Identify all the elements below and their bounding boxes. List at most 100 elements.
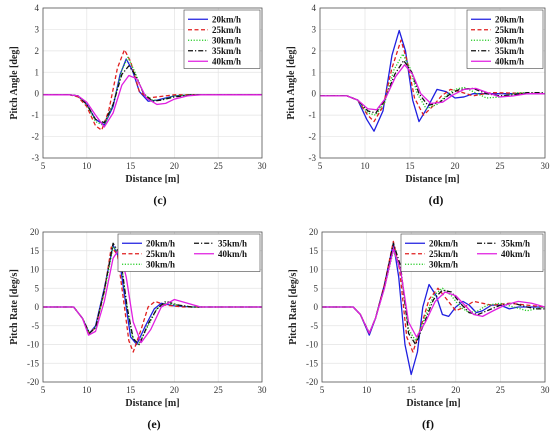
chart-panel-f: 5 10 15 20 25 30 -20 -15 -10 -5 0 5 10 15 20 Distance [… — [288, 227, 550, 431]
panel-label: (f) — [422, 417, 434, 431]
legend-box — [400, 233, 544, 272]
panel-label: (d) — [429, 193, 444, 207]
x-tick-label: 25 — [496, 161, 506, 171]
legend-entry: 30km/h — [212, 35, 241, 45]
legend-entry: 20km/h — [212, 14, 241, 24]
y-axis-label: Pitch Rate [deg/s] — [288, 269, 299, 345]
x-tick-label: 25 — [496, 385, 506, 395]
legend-entry: 25km/h — [212, 25, 241, 35]
x-tick-label: 5 — [318, 161, 323, 171]
y-tick-label: -5 — [311, 321, 319, 331]
y-axis-label: Pitch Angle [deg] — [286, 46, 297, 119]
y-tick-label: 4 — [312, 3, 317, 13]
legend-entry: 20km/h — [146, 238, 175, 248]
y-tick-label: -20 — [27, 377, 39, 387]
x-tick-label: 20 — [451, 385, 461, 395]
y-tick-label: 15 — [309, 246, 319, 256]
legend-box — [117, 233, 261, 272]
y-tick-label: 0 — [314, 302, 319, 312]
chart-panel-d: 5 10 15 20 25 30 -3 -2 -1 0 1 2 3 4 Distance [m] Pitch … — [286, 3, 550, 207]
plot-frame — [319, 7, 546, 159]
x-tick-label: 30 — [541, 385, 550, 395]
legend-entry: 35km/h — [218, 238, 247, 248]
x-tick-label: 10 — [362, 385, 372, 395]
panel-label: (e) — [147, 417, 160, 431]
legend-entry: 35km/h — [212, 46, 241, 56]
y-tick-label: 3 — [35, 24, 40, 34]
series-line-20km-h — [320, 29, 545, 132]
y-tick-label: -20 — [306, 377, 318, 387]
y-tick-label: 0 — [35, 89, 40, 99]
y-tick-label: -2 — [309, 132, 317, 142]
x-axis-label: Distance [m] — [125, 174, 179, 185]
legend-entry: 25km/h — [495, 25, 524, 35]
legend-entry: 35km/h — [501, 238, 530, 248]
plot-frame — [42, 7, 263, 159]
y-tick-label: 0 — [312, 89, 317, 99]
legend-entry: 30km/h — [429, 259, 458, 269]
legend-entry: 40km/h — [495, 56, 524, 66]
legend-entry: 40km/h — [218, 249, 247, 259]
x-tick-label: 5 — [320, 385, 325, 395]
legend-entry: 30km/h — [146, 259, 175, 269]
x-tick-label: 25 — [214, 385, 224, 395]
series-line-30km-h — [320, 53, 545, 116]
x-tick-label: 10 — [82, 161, 92, 171]
x-tick-label: 30 — [541, 161, 550, 171]
legend-entry: 40km/h — [501, 249, 530, 259]
legend-entry: 25km/h — [146, 249, 175, 259]
legend-entry: 25km/h — [429, 249, 458, 259]
x-tick-label: 30 — [258, 385, 268, 395]
y-tick-label: -1 — [32, 110, 40, 120]
chart-panel-e: 5 10 15 20 25 30 -20 -15 -10 -5 0 5 10 15 20 Distance [… — [9, 227, 267, 431]
panel-label: (c) — [153, 193, 166, 207]
y-tick-label: -2 — [32, 132, 40, 142]
y-tick-label: 10 — [30, 265, 40, 275]
x-tick-label: 5 — [41, 385, 46, 395]
y-axis-label: Pitch Rate [deg/s] — [9, 269, 20, 345]
y-tick-label: -1 — [309, 110, 317, 120]
y-tick-label: 2 — [312, 46, 317, 56]
series-line-25km-h — [43, 49, 262, 131]
y-tick-label: 20 — [30, 227, 40, 237]
y-axis-label: Pitch Angle [deg] — [9, 46, 20, 119]
x-tick-label: 20 — [170, 161, 180, 171]
x-axis-label: Distance [m] — [405, 174, 459, 185]
legend-entry: 35km/h — [495, 46, 524, 56]
x-tick-label: 15 — [406, 161, 416, 171]
y-tick-label: -15 — [306, 358, 318, 368]
y-tick-label: 2 — [35, 46, 40, 56]
y-tick-label: -3 — [309, 153, 317, 163]
legend-entry: 40km/h — [212, 56, 241, 66]
y-tick-label: -3 — [32, 153, 40, 163]
x-tick-label: 15 — [126, 385, 136, 395]
y-tick-label: 0 — [35, 302, 40, 312]
x-tick-label: 30 — [258, 161, 268, 171]
y-tick-label: 10 — [309, 265, 319, 275]
plot-frame — [42, 231, 263, 383]
x-tick-label: 5 — [41, 161, 46, 171]
series-line-40km-h — [43, 74, 262, 128]
legend-entry: 30km/h — [495, 35, 524, 45]
legend-entry: 20km/h — [429, 238, 458, 248]
legend-entry: 20km/h — [495, 14, 524, 24]
y-tick-label: 15 — [30, 246, 40, 256]
y-tick-label: -15 — [27, 358, 39, 368]
x-axis-label: Distance [m] — [406, 398, 460, 409]
y-tick-label: 5 — [314, 283, 319, 293]
series-line-35km-h — [43, 65, 262, 124]
x-axis-label: Distance [m] — [125, 398, 179, 409]
plot-frame — [321, 231, 546, 383]
x-tick-label: 15 — [407, 385, 417, 395]
y-tick-label: 3 — [312, 24, 317, 34]
y-tick-label: 5 — [35, 283, 40, 293]
y-tick-label: 20 — [309, 227, 319, 237]
x-tick-label: 20 — [170, 385, 180, 395]
y-tick-label: 1 — [35, 67, 40, 77]
y-tick-label: 4 — [35, 3, 40, 13]
